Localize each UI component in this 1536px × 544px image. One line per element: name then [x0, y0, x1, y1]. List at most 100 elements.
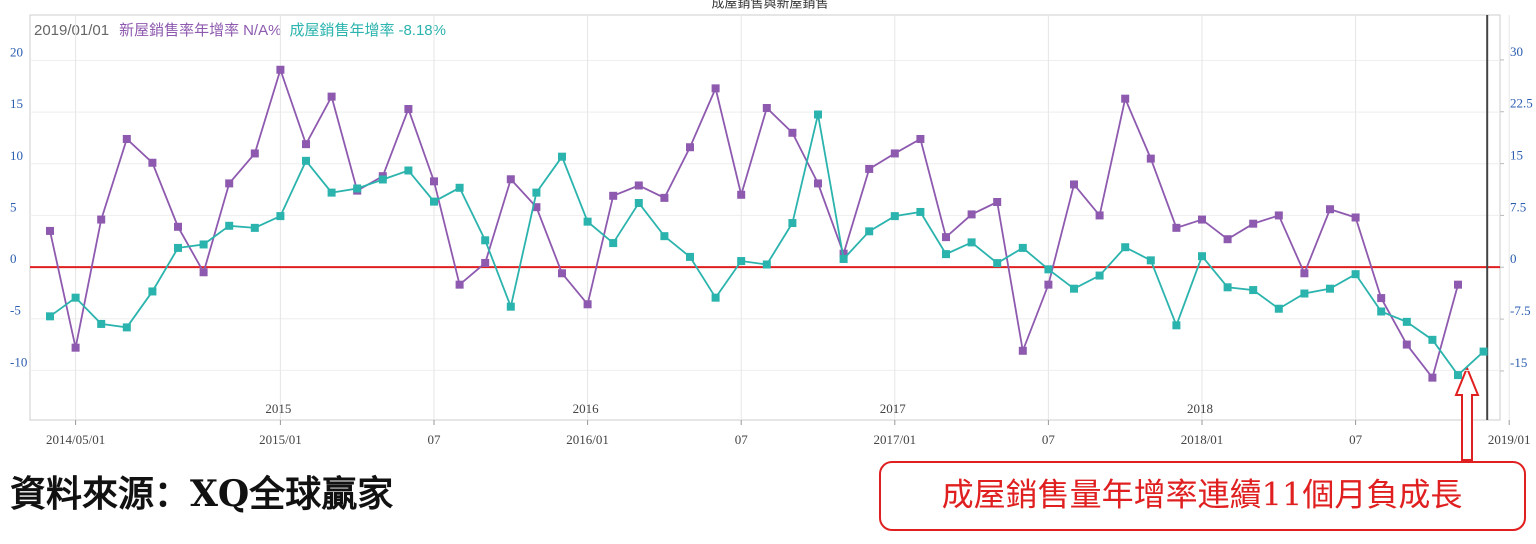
point-marker [1121, 243, 1130, 252]
point-marker [302, 156, 310, 165]
point-marker [967, 238, 976, 247]
point-marker [1377, 307, 1386, 316]
point-marker [276, 212, 285, 221]
point-marker [1146, 256, 1155, 265]
y2-tick-label: 22.5 [1510, 96, 1533, 111]
point-marker [1223, 283, 1232, 292]
point-marker [225, 221, 234, 230]
point-marker [1428, 335, 1437, 344]
point-marker [814, 110, 822, 119]
point-marker [378, 175, 387, 184]
point-marker [481, 258, 490, 267]
point-marker [1044, 280, 1053, 289]
point-marker [1300, 269, 1309, 278]
point-marker [46, 226, 54, 235]
point-marker [1377, 294, 1386, 303]
point-marker [1402, 317, 1411, 326]
y-tick-label: 15 [10, 96, 23, 111]
point-marker [1095, 211, 1104, 220]
point-marker [634, 181, 643, 190]
point-marker [430, 197, 438, 206]
point-marker [1172, 223, 1181, 232]
readout-date: 2019/01/01 [34, 22, 109, 39]
point-marker [327, 92, 336, 101]
point-marker [1198, 215, 1206, 224]
annotation-arrow [1454, 365, 1480, 461]
year-label: 2016 [573, 401, 600, 416]
point-marker [839, 254, 848, 263]
point-marker [993, 259, 1002, 268]
point-marker [634, 198, 643, 207]
point-marker [1172, 321, 1181, 330]
point-marker [97, 319, 106, 328]
x-tick-label: 2014/05/01 [46, 432, 105, 447]
point-marker [583, 300, 592, 309]
point-marker [788, 128, 797, 137]
legend-label: 新屋銷售率年增率 [119, 22, 239, 39]
point-marker [1198, 252, 1206, 261]
x-tick-label: 07 [735, 432, 749, 447]
x-tick-label: 07 [1042, 432, 1056, 447]
point-marker [942, 250, 950, 259]
point-marker [1070, 284, 1078, 293]
point-marker [967, 210, 976, 219]
point-marker [327, 188, 336, 197]
point-marker [174, 243, 182, 252]
point-marker [660, 193, 669, 202]
point-marker [199, 268, 208, 277]
point-marker [148, 158, 157, 167]
point-marker [1351, 213, 1360, 222]
series-line [49, 66, 1459, 380]
point-marker [558, 152, 566, 161]
point-marker [711, 293, 720, 302]
point-marker [225, 179, 234, 188]
year-label: 2015 [265, 401, 291, 416]
point-marker [1223, 235, 1232, 244]
point-marker [814, 179, 822, 188]
point-marker [1070, 180, 1078, 189]
point-marker [481, 236, 490, 245]
point-marker [660, 232, 669, 241]
point-marker [1454, 371, 1462, 380]
point-marker [46, 312, 54, 321]
point-marker [993, 198, 1002, 207]
point-marker [250, 223, 259, 232]
point-marker [890, 149, 899, 158]
point-marker [1326, 205, 1334, 214]
x-tick-label: 2015/01 [259, 432, 302, 447]
y-tick-label: -5 [10, 303, 21, 318]
point-marker [455, 280, 464, 289]
point-marker [430, 177, 438, 186]
point-marker [506, 302, 515, 311]
point-marker [916, 207, 925, 216]
point-marker [1479, 347, 1488, 356]
y-tick-label: 20 [10, 44, 23, 59]
y-tick-label: 5 [10, 199, 17, 214]
point-marker [148, 287, 157, 296]
year-label: 2018 [1187, 401, 1213, 416]
point-marker [686, 252, 694, 261]
point-marker [455, 183, 464, 192]
point-marker [788, 219, 797, 228]
x-tick-label: 2019/01 [1488, 432, 1531, 447]
point-marker [1274, 211, 1283, 220]
point-marker [711, 84, 720, 93]
point-marker [558, 269, 566, 278]
point-marker [174, 222, 182, 231]
point-marker [122, 134, 131, 143]
plot-frame [29, 14, 1501, 421]
point-marker [276, 65, 285, 74]
point-marker [1249, 286, 1258, 295]
point-marker [404, 166, 413, 175]
point-marker [122, 323, 131, 332]
chart-title: 成屋銷售與新屋銷售 [711, 0, 828, 12]
point-marker [1402, 340, 1411, 349]
point-marker [1018, 346, 1027, 355]
y2-tick-label: -15 [1510, 355, 1527, 370]
point-marker [1044, 265, 1053, 274]
point-marker [506, 175, 515, 184]
point-marker [1018, 243, 1027, 252]
x-tick-label: 07 [1349, 432, 1363, 447]
point-marker [762, 103, 771, 112]
